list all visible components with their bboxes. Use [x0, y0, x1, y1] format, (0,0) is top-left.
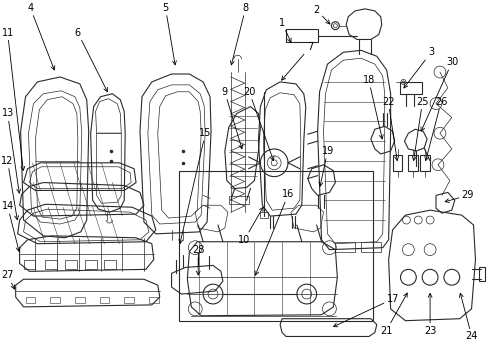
Bar — [360, 242, 380, 252]
Text: 1: 1 — [278, 18, 290, 42]
Bar — [25, 297, 35, 303]
Bar — [148, 297, 159, 303]
Text: 19: 19 — [318, 146, 333, 186]
Text: 5: 5 — [162, 3, 176, 65]
Bar — [478, 267, 485, 281]
Text: 22: 22 — [381, 96, 398, 161]
Text: 29: 29 — [444, 190, 473, 202]
Text: 30: 30 — [420, 57, 457, 131]
Text: 14: 14 — [1, 201, 20, 251]
Bar — [419, 155, 429, 171]
Bar — [104, 260, 116, 269]
Bar — [400, 82, 421, 94]
Text: 18: 18 — [362, 75, 383, 139]
Bar — [407, 155, 417, 171]
Text: 27: 27 — [1, 270, 15, 289]
Bar — [392, 155, 402, 171]
Bar — [45, 260, 57, 269]
Text: 11: 11 — [1, 28, 25, 170]
Text: 13: 13 — [1, 108, 20, 193]
Bar — [23, 260, 35, 269]
Text: 21: 21 — [380, 293, 407, 336]
Text: 17: 17 — [333, 294, 398, 327]
Bar — [75, 297, 84, 303]
Text: 6: 6 — [75, 28, 107, 92]
Bar — [100, 297, 109, 303]
Bar — [65, 260, 77, 269]
Bar — [84, 260, 97, 269]
Text: 9: 9 — [221, 87, 242, 149]
Bar — [335, 242, 354, 252]
Text: 23: 23 — [423, 293, 435, 336]
Bar — [228, 196, 248, 204]
Text: 20: 20 — [243, 87, 273, 161]
Bar — [260, 212, 268, 218]
Bar — [124, 297, 134, 303]
Text: 10: 10 — [238, 207, 263, 245]
Text: 24: 24 — [458, 293, 477, 342]
Text: 16: 16 — [254, 189, 294, 275]
Text: 28: 28 — [192, 245, 204, 275]
Bar — [285, 29, 317, 42]
Text: 3: 3 — [403, 47, 433, 88]
Text: 15: 15 — [179, 128, 211, 243]
Text: 25: 25 — [411, 96, 428, 161]
Text: 12: 12 — [1, 156, 19, 220]
Bar — [50, 297, 60, 303]
Text: 26: 26 — [424, 96, 447, 161]
Text: 7: 7 — [281, 42, 312, 80]
Text: 8: 8 — [230, 3, 248, 65]
Text: 2: 2 — [313, 5, 329, 24]
Text: 4: 4 — [27, 3, 55, 70]
Bar — [179, 171, 372, 321]
